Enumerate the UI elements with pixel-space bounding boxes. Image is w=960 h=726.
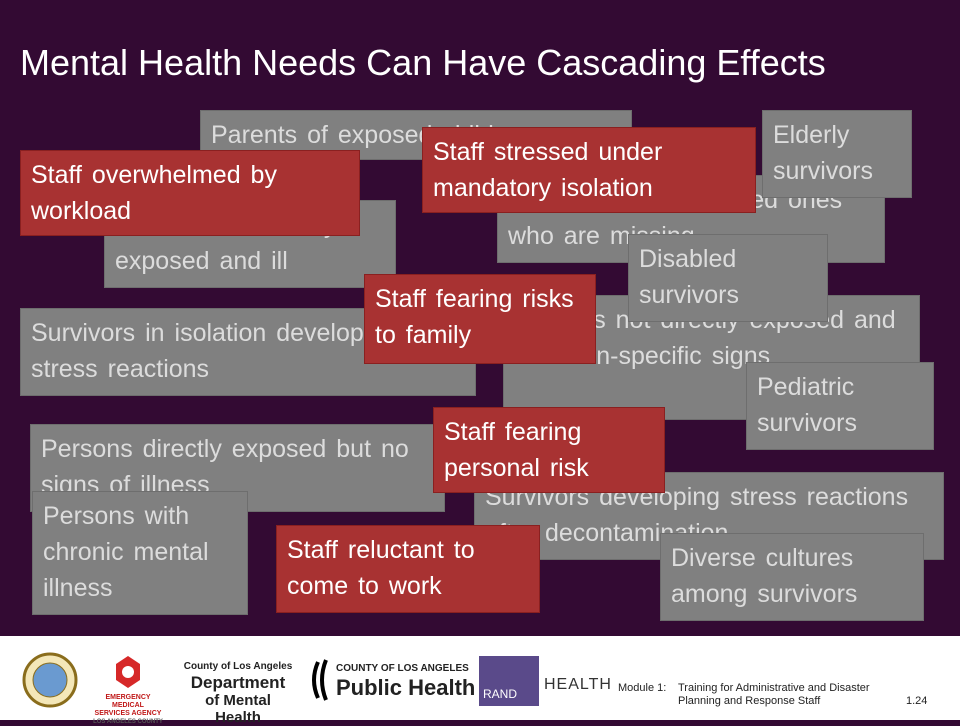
staff-box: Staff fearing personal risk: [433, 407, 665, 493]
survivor-box: Persons with chronic mental illness: [32, 491, 248, 615]
ems-logo-text: EMERGENCY MEDICAL SERVICES AGENCY LOS AN…: [92, 694, 164, 726]
dph-logo: COUNTY OF LOS ANGELES Public Health: [336, 662, 475, 701]
staff-box: Staff fearing risks to family: [364, 274, 596, 364]
page-number: 1.24: [906, 695, 928, 707]
survivor-box: Disabled survivors: [628, 234, 828, 322]
dmh-logo: County of Los Angeles Department of Ment…: [183, 660, 293, 726]
staff-box: Staff stressed under mandatory isolation: [422, 127, 756, 213]
logo-text: Public Health: [336, 675, 476, 700]
survivor-box: Elderly survivors: [762, 110, 912, 198]
logo-art: [22, 652, 539, 708]
course-title: Training for Administrative and Disaster…: [678, 682, 870, 707]
rand-health: HEALTH: [544, 676, 612, 693]
staff-box: Staff overwhelmed by workload: [20, 150, 360, 236]
rand-logo: RAND: [483, 687, 518, 701]
slide-title: Mental Health Needs Can Have Cascading E…: [20, 42, 826, 83]
logo-text: County of Los Angeles: [183, 661, 293, 672]
module-label: Module 1:: [618, 682, 667, 694]
logo-text: EMERGENCY MEDICAL: [105, 694, 151, 709]
logo-text: SERVICES AGENCY: [94, 710, 162, 717]
survivor-box: Pediatric survivors: [746, 362, 934, 450]
logo-text: Department: [190, 673, 286, 692]
logo-text: LOS ANGELES COUNTY: [93, 719, 163, 725]
logo-text: COUNTY OF LOS ANGELES: [336, 663, 469, 674]
logo-text: of Mental Health: [205, 692, 271, 726]
survivor-box: Diverse cultures among survivors: [660, 533, 924, 621]
staff-box: Staff reluctant to come to work: [276, 525, 540, 613]
footer: EMERGENCY MEDICAL SERVICES AGENCY LOS AN…: [0, 636, 960, 726]
